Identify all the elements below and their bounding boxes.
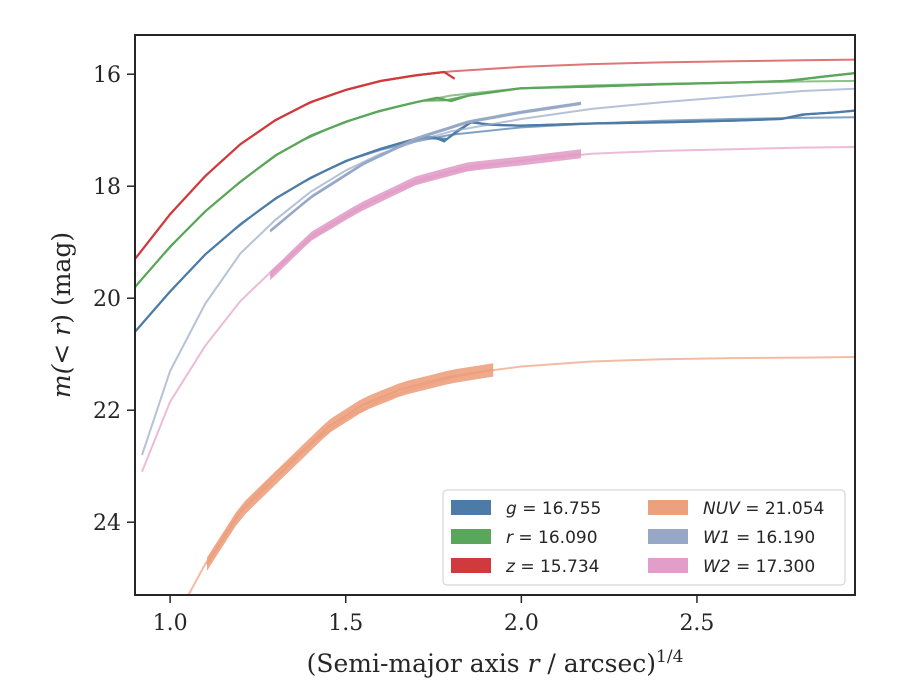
data-curve xyxy=(269,152,582,277)
y-tick-label: 22 xyxy=(93,399,121,424)
data-curve xyxy=(135,72,855,288)
y-tick-label: 24 xyxy=(93,511,121,536)
model-curve xyxy=(141,87,855,456)
legend-item: g = 16.755 xyxy=(451,499,601,519)
data-curve xyxy=(206,368,494,565)
legend-swatch xyxy=(648,500,688,515)
series-3 xyxy=(135,58,855,261)
y-tick-label: 20 xyxy=(93,287,121,312)
legend-label: g = 16.755 xyxy=(506,499,601,519)
legend-item: NUV = 21.054 xyxy=(648,499,824,519)
legend: g = 16.755 r = 16.090 z = 15.734 NUV = 21.0… xyxy=(442,489,846,586)
data-curve xyxy=(269,102,582,232)
x-tick-label: 2.0 xyxy=(504,611,539,636)
legend-item: r = 16.090 xyxy=(451,528,598,548)
legend-swatch xyxy=(451,500,491,515)
uncertainty-band xyxy=(135,70,455,261)
legend-label: W1 = 16.190 xyxy=(703,528,815,548)
legend-swatch xyxy=(648,558,688,573)
legend-label: NUV = 21.054 xyxy=(703,499,824,519)
y-tick-label: 18 xyxy=(93,175,121,200)
legend-swatch xyxy=(451,529,491,544)
series-2 xyxy=(135,72,855,289)
model-curve xyxy=(135,79,855,288)
plot-frame xyxy=(134,34,856,596)
model-curve xyxy=(135,58,855,260)
x-tick-label: 1.0 xyxy=(153,611,188,636)
uncertainty-band xyxy=(270,101,581,233)
legend-item: z = 15.734 xyxy=(451,557,599,577)
legend-label: r = 16.090 xyxy=(506,528,598,548)
y-axis: 16 18 20 22 24 xyxy=(93,63,135,536)
y-axis-label: m(< r) (mag) xyxy=(47,232,76,398)
legend-item: W2 = 17.300 xyxy=(648,557,815,577)
legend-label: W2 = 17.300 xyxy=(703,557,815,577)
x-tick-label: 2.5 xyxy=(679,611,714,636)
model-curve xyxy=(141,146,855,473)
x-axis: 1.0 1.5 2.0 2.5 xyxy=(153,595,714,636)
series-5 xyxy=(141,87,855,456)
legend-swatch xyxy=(648,529,688,544)
series-4 xyxy=(187,356,855,595)
legend-swatch xyxy=(451,558,491,573)
y-tick-label: 16 xyxy=(93,63,121,88)
data-curve xyxy=(135,70,456,260)
series-6 xyxy=(141,146,855,473)
x-tick-label: 1.5 xyxy=(328,611,363,636)
legend-label: z = 15.734 xyxy=(505,557,599,577)
data-curve xyxy=(135,109,855,333)
series-layer xyxy=(135,58,855,595)
x-axis-label: (Semi-major axis r / arcsec)1/4 xyxy=(307,647,684,678)
uncertainty-band xyxy=(270,149,581,281)
legend-frame xyxy=(442,489,846,586)
legend-item: W1 = 16.190 xyxy=(648,528,815,548)
